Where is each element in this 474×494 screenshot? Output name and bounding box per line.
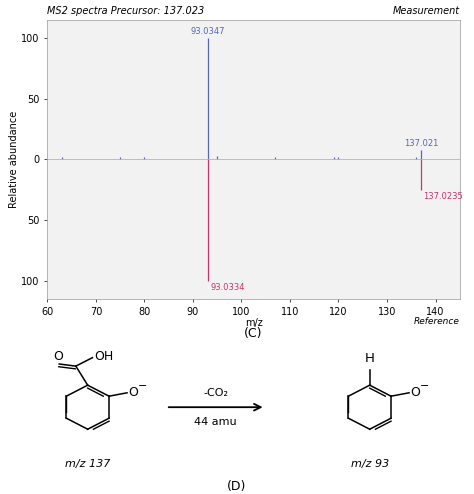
Text: −: − bbox=[137, 381, 147, 391]
Text: O: O bbox=[410, 386, 420, 399]
Text: m/z 137: m/z 137 bbox=[65, 458, 110, 468]
Text: -CO₂: -CO₂ bbox=[203, 388, 228, 398]
Text: (C): (C) bbox=[244, 327, 263, 340]
Text: m/z 93: m/z 93 bbox=[351, 458, 389, 468]
Text: 93.0334: 93.0334 bbox=[210, 283, 245, 292]
Text: H: H bbox=[365, 352, 374, 365]
Text: 137.0235: 137.0235 bbox=[423, 192, 463, 201]
Y-axis label: Relative abundance: Relative abundance bbox=[9, 111, 18, 208]
Text: OH: OH bbox=[94, 350, 113, 363]
Text: Reference: Reference bbox=[414, 317, 460, 326]
Text: 137.021: 137.021 bbox=[404, 139, 438, 148]
Text: −: − bbox=[419, 381, 429, 391]
Text: Measurement: Measurement bbox=[392, 5, 460, 16]
Text: 44 amu: 44 amu bbox=[194, 416, 237, 426]
Text: 93.0347: 93.0347 bbox=[191, 27, 225, 36]
Text: O: O bbox=[128, 386, 138, 399]
Text: (D): (D) bbox=[228, 480, 246, 493]
Text: O: O bbox=[53, 350, 63, 363]
Text: MS2 spectra Precursor: 137.023: MS2 spectra Precursor: 137.023 bbox=[47, 5, 205, 16]
X-axis label: m/z: m/z bbox=[245, 318, 263, 328]
